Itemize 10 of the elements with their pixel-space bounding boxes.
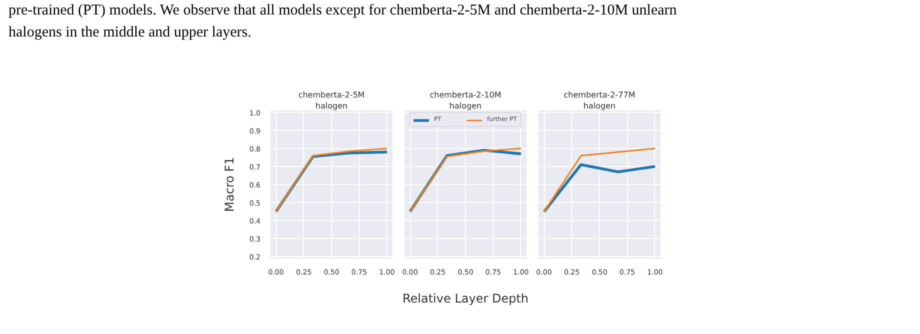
- text: pre-trained (PT) models. We observe that all models except for chemberta-2-5M and chemberta-2-10M unlearn: [8, 2, 678, 18]
- chart-title: chemberta-2-10M: [430, 90, 502, 100]
- text: halogens in the middle and upper layers.: [8, 24, 252, 40]
- chart-title: chemberta-2-77M: [564, 90, 636, 100]
- chart-title: chemberta-2-5M: [298, 90, 365, 100]
- x-axis-title: Relative Layer Depth: [402, 292, 529, 306]
- y-axis-title: Macro F1: [222, 157, 236, 212]
- chart-subtitle: halogen: [315, 102, 348, 110]
- chart-subtitle: halogen: [583, 102, 616, 110]
- chart-subtitle: halogen: [449, 102, 482, 110]
